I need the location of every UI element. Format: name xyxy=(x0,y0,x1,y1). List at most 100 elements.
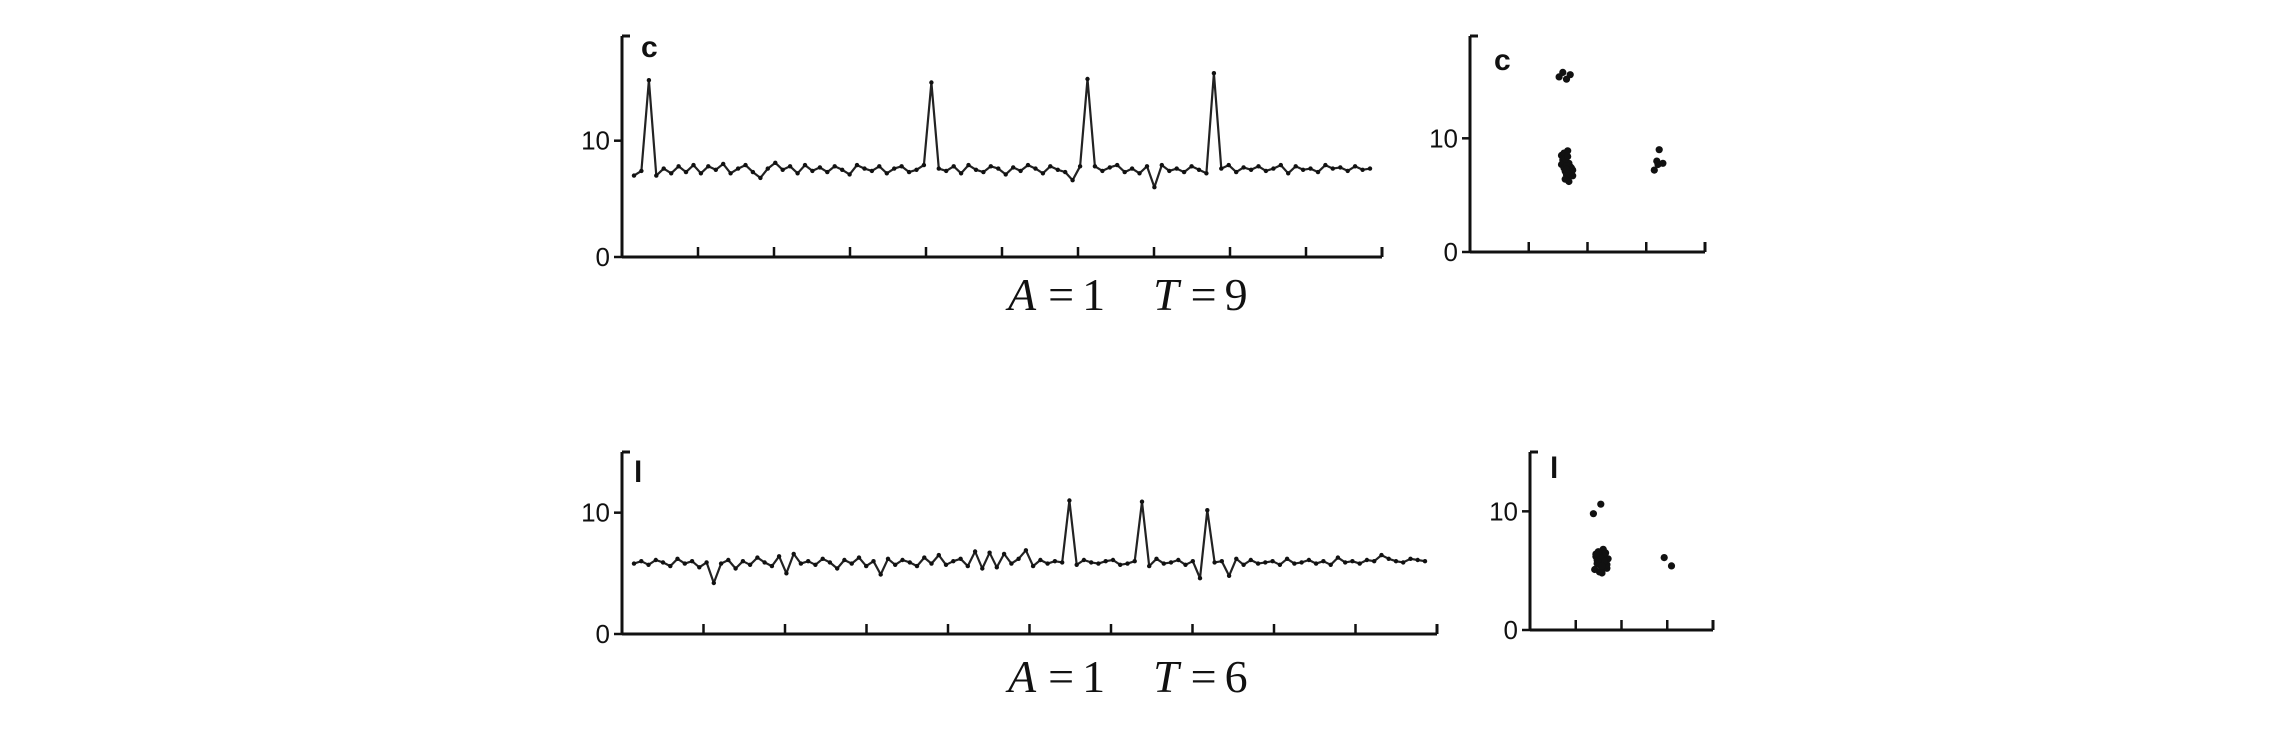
data-point xyxy=(1154,556,1159,561)
data-point xyxy=(1286,171,1291,176)
data-point xyxy=(1321,559,1326,564)
caption-t-value: 9 xyxy=(1225,269,1248,320)
data-point xyxy=(854,162,860,168)
data-point xyxy=(1139,499,1145,504)
panel-c-time-series: c 010 A = 1 T = 9 xyxy=(581,31,1384,320)
data-point xyxy=(1306,557,1312,563)
data-point xyxy=(1167,168,1172,174)
caption-equals: = xyxy=(1048,651,1074,702)
data-point xyxy=(1115,162,1120,168)
data-point xyxy=(758,175,763,181)
panel-c-label: c xyxy=(641,31,658,64)
data-point xyxy=(1270,559,1275,564)
caption-a-label: A xyxy=(1005,269,1037,320)
scatter-point xyxy=(1602,549,1610,557)
data-point xyxy=(668,563,673,569)
data-point xyxy=(780,167,785,172)
scatter-point xyxy=(1559,68,1567,76)
data-point xyxy=(840,167,845,172)
data-point xyxy=(907,560,912,565)
data-point xyxy=(921,162,927,168)
data-point xyxy=(1292,561,1297,566)
data-point xyxy=(899,164,904,169)
data-point xyxy=(675,556,680,561)
data-point xyxy=(661,166,666,171)
data-point xyxy=(1023,548,1029,553)
data-point xyxy=(1063,169,1068,175)
panel-c-caption: A = 1 T = 9 xyxy=(1005,269,1248,320)
data-point xyxy=(1183,562,1188,567)
data-point xyxy=(988,164,993,169)
data-point xyxy=(922,555,927,560)
data-point xyxy=(1168,560,1174,565)
data-point xyxy=(706,164,711,169)
data-point xyxy=(1315,169,1321,175)
data-point xyxy=(743,162,748,168)
data-point xyxy=(1248,557,1254,563)
data-point xyxy=(1089,560,1094,565)
panel-l-map-axes: 0 10 xyxy=(1489,450,1715,645)
data-point xyxy=(683,169,689,175)
data-point xyxy=(773,160,778,165)
data-point xyxy=(1009,561,1014,566)
data-point xyxy=(996,166,1001,171)
data-point xyxy=(1263,168,1269,174)
data-point xyxy=(769,563,775,569)
scatter-point xyxy=(1655,146,1663,154)
data-point xyxy=(856,555,862,560)
data-point xyxy=(1181,169,1187,175)
caption-t-label: T xyxy=(1153,651,1182,702)
y-tick-label: 10 xyxy=(1489,496,1518,526)
data-point xyxy=(820,556,825,561)
data-point xyxy=(1219,166,1224,171)
data-point xyxy=(1345,168,1350,174)
data-point xyxy=(1197,576,1203,581)
data-point xyxy=(1323,162,1328,168)
data-point xyxy=(1137,171,1142,176)
data-point xyxy=(1176,557,1181,563)
data-point xyxy=(639,168,644,174)
data-point xyxy=(806,559,811,564)
data-point xyxy=(893,562,898,567)
data-point xyxy=(691,162,696,168)
data-point xyxy=(1118,562,1123,567)
caption-t-label: T xyxy=(1153,269,1182,320)
data-point xyxy=(1045,561,1050,566)
data-point xyxy=(1174,166,1179,171)
data-point xyxy=(981,169,986,175)
data-point xyxy=(1360,167,1365,172)
data-point xyxy=(1016,556,1021,561)
data-point xyxy=(892,166,897,171)
data-point xyxy=(817,165,823,170)
data-point xyxy=(1085,76,1090,82)
data-point xyxy=(1415,557,1420,563)
data-point xyxy=(1219,559,1225,564)
data-point xyxy=(1152,185,1157,190)
data-point xyxy=(713,167,718,172)
scatter-point xyxy=(1562,165,1571,173)
data-point xyxy=(827,560,833,565)
data-point xyxy=(721,161,726,167)
data-point xyxy=(1211,71,1217,76)
data-point xyxy=(1132,559,1137,564)
data-point xyxy=(740,559,746,564)
data-point xyxy=(965,563,970,569)
data-point xyxy=(835,566,840,571)
data-point xyxy=(1001,551,1007,557)
y-tick-label: 10 xyxy=(581,126,610,156)
data-point xyxy=(847,172,852,177)
data-point xyxy=(1364,557,1370,563)
data-point xyxy=(906,169,912,175)
data-point xyxy=(795,171,800,176)
panel-c-axes: 0 10 xyxy=(581,34,1384,272)
data-point xyxy=(1226,573,1232,578)
caption-equals: = xyxy=(1191,269,1217,320)
data-point xyxy=(1293,164,1298,169)
data-point xyxy=(1204,171,1209,176)
data-point xyxy=(936,166,941,171)
data-point xyxy=(914,563,920,569)
panel-l-time-series: l 010 A = 1 T = 6 xyxy=(581,450,1439,702)
data-point xyxy=(1110,557,1116,563)
data-point xyxy=(1255,561,1261,566)
data-point xyxy=(810,168,815,174)
